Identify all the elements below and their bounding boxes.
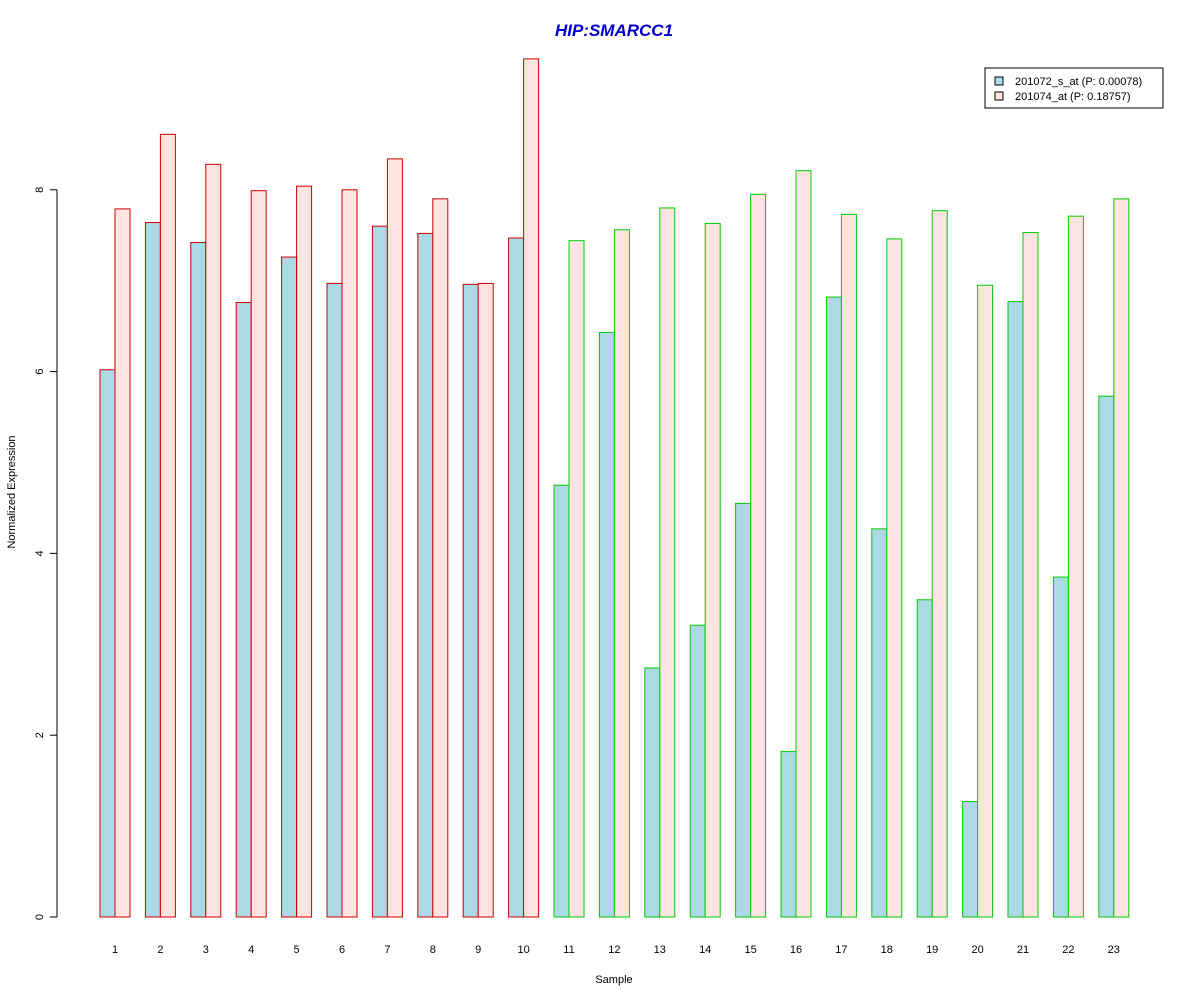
bar-201074-sample-22: [1067, 215, 1084, 918]
plot-bars: [99, 58, 1130, 918]
bar-201074-sample-8: [432, 198, 449, 918]
y-tick-label-4: 4: [34, 550, 46, 556]
x-axis-title: Sample: [595, 974, 632, 986]
bar-201072-sample-23: [1098, 395, 1115, 918]
x-tick-label-5: 5: [294, 944, 300, 956]
bar-201074-sample-11: [568, 240, 585, 918]
bar-201072-sample-7: [371, 225, 388, 918]
bar-201072-sample-8: [417, 232, 434, 918]
bar-201074-sample-16: [795, 170, 812, 918]
y-axis: 0 2 4 6 8: [34, 187, 58, 920]
bar-201074-sample-21: [1022, 232, 1039, 918]
bar-201072-sample-1: [99, 369, 116, 918]
x-tick-label-8: 8: [430, 944, 436, 956]
bar-201072-sample-22: [1052, 576, 1069, 918]
x-tick-label-1: 1: [112, 944, 118, 956]
bar-201074-sample-18: [886, 238, 903, 918]
legend-label-201072: 201072_s_at (P: 0.00078): [1015, 76, 1142, 88]
x-tick-label-21: 21: [1017, 944, 1029, 956]
bar-201074-sample-14: [704, 222, 721, 918]
x-tick-label-4: 4: [248, 944, 254, 956]
x-tick-label-13: 13: [654, 944, 666, 956]
legend: 201072_s_at (P: 0.00078) 201074_at (P: 0…: [984, 67, 1164, 109]
bar-201072-sample-10: [508, 237, 525, 918]
x-tick-label-23: 23: [1108, 944, 1120, 956]
x-tick-label-14: 14: [699, 944, 711, 956]
bar-201072-sample-17: [825, 296, 842, 918]
y-tick-label-2: 2: [34, 732, 46, 738]
legend-swatch-201072: [994, 76, 1004, 86]
bar-201072-sample-15: [735, 502, 752, 918]
bar-201072-sample-2: [144, 222, 161, 918]
y-tick-label-0: 0: [34, 914, 46, 920]
x-tick-label-7: 7: [384, 944, 390, 956]
bar-201074-sample-4: [250, 190, 267, 918]
x-tick-label-11: 11: [563, 944, 574, 956]
bar-201072-sample-14: [689, 624, 706, 918]
bar-201072-sample-16: [780, 751, 797, 918]
x-tick-label-22: 22: [1062, 944, 1074, 956]
y-tick-label-6: 6: [34, 369, 46, 375]
bar-201072-sample-4: [235, 302, 252, 918]
bar-201072-sample-21: [1007, 301, 1024, 918]
bar-201074-sample-7: [386, 158, 403, 918]
x-tick-label-20: 20: [971, 944, 983, 956]
x-tick-label-3: 3: [203, 944, 209, 956]
legend-swatch-201074: [994, 91, 1004, 101]
y-axis-title: Normalized Expression: [6, 435, 18, 548]
x-tick-label-12: 12: [608, 944, 620, 956]
x-tick-label-16: 16: [790, 944, 802, 956]
y-tick-label-8: 8: [34, 187, 46, 193]
legend-label-201074: 201074_at (P: 0.18757): [1015, 91, 1131, 103]
bar-201074-sample-10: [523, 58, 540, 918]
bar-201074-sample-3: [205, 163, 222, 918]
bar-201074-sample-17: [840, 213, 857, 918]
bar-201072-sample-9: [462, 283, 479, 918]
x-tick-label-15: 15: [744, 944, 756, 956]
bar-201074-sample-23: [1113, 198, 1130, 918]
bar-201074-sample-15: [750, 193, 767, 918]
bar-201074-sample-20: [977, 284, 994, 918]
bar-201072-sample-20: [962, 801, 979, 918]
x-tick-label-10: 10: [517, 944, 529, 956]
x-tick-label-6: 6: [339, 944, 345, 956]
bar-201074-sample-1: [114, 208, 131, 918]
x-axis-labels: 1 2 3 4 5 6 7 8 9 10 11 12 13 14 15 16 17 18 19 20 21 22 23: [112, 944, 1120, 956]
bar-201072-sample-3: [190, 242, 207, 918]
legend-box: [984, 67, 1164, 109]
bar-201072-sample-18: [871, 528, 888, 918]
x-tick-label-19: 19: [926, 944, 938, 956]
bar-201074-sample-5: [296, 185, 313, 918]
chart-title: HIP:SMARCC1: [555, 21, 673, 40]
x-tick-label-17: 17: [835, 944, 847, 956]
bar-201072-sample-19: [916, 599, 933, 918]
bar-201074-sample-13: [659, 207, 676, 918]
bar-201074-sample-19: [931, 210, 948, 918]
x-tick-label-9: 9: [475, 944, 481, 956]
bar-201072-sample-6: [326, 282, 343, 918]
bar-201072-sample-12: [598, 332, 615, 918]
x-tick-label-2: 2: [157, 944, 163, 956]
bar-201072-sample-13: [644, 667, 661, 918]
bar-201074-sample-6: [341, 189, 358, 918]
bar-201072-sample-11: [553, 484, 570, 918]
bar-201072-sample-5: [281, 256, 298, 918]
bar-201074-sample-2: [159, 133, 176, 918]
bar-201074-sample-12: [613, 229, 630, 918]
x-tick-label-18: 18: [881, 944, 893, 956]
bar-201074-sample-9: [477, 282, 494, 918]
